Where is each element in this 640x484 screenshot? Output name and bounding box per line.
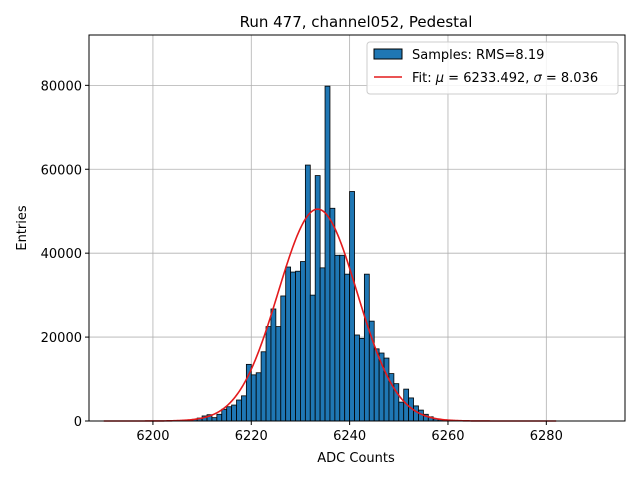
histogram-bar [250, 374, 257, 422]
y-tick-label: 40000 [41, 247, 82, 262]
histogram-bar [314, 175, 321, 422]
histogram-bar [285, 266, 292, 422]
y-tick-label: 60000 [41, 163, 82, 178]
histogram-bar [255, 372, 262, 422]
x-tick-label: 6200 [136, 429, 169, 444]
histogram-bar [295, 270, 301, 422]
legend-mu-symbol: μ [435, 71, 444, 86]
histogram-bar [221, 408, 228, 422]
x-tick-label: 6260 [431, 429, 464, 444]
legend-fit-prefix: Fit: [412, 71, 436, 86]
legend-samples-label: Samples: RMS=8.19 [412, 48, 544, 63]
histogram-bar [354, 334, 360, 422]
histogram-bar [363, 273, 370, 422]
plot-frame [88, 34, 626, 422]
histogram-bar [373, 348, 380, 422]
legend-mu-value: = 6233.492, [444, 71, 533, 86]
histogram-bar [324, 85, 331, 422]
legend-sigma-symbol: σ [534, 71, 543, 86]
histogram-bar [359, 337, 365, 422]
legend-box [366, 41, 619, 95]
legend-sigma-value: = 8.036 [542, 71, 598, 86]
y-axis-ticks: 0 20000 40000 60000 80000 [41, 79, 89, 430]
legend-samples-swatch [373, 48, 403, 60]
histogram-bar [334, 254, 341, 422]
histogram-bar [309, 294, 316, 422]
histogram-bar [211, 417, 218, 422]
x-tick-label: 6240 [333, 429, 366, 444]
legend-fit-label: Fit: μ = 6233.492, σ = 8.036 [412, 71, 598, 86]
chart-title: Run 477, channel052, Pedestal [240, 13, 473, 31]
histogram-bar [236, 399, 242, 422]
histogram-bar [383, 357, 390, 422]
x-tick-label: 6280 [530, 429, 563, 444]
x-axis-label: ADC Counts [317, 451, 395, 466]
y-tick-label: 0 [74, 415, 82, 430]
histogram-bar [329, 207, 336, 422]
histogram-bar [300, 261, 306, 422]
histogram-bar [304, 164, 311, 422]
histogram-bar [231, 404, 237, 422]
x-axis-ticks: 6200 6220 6240 6260 6280 [136, 421, 563, 444]
histogram-bar [290, 271, 296, 422]
y-axis-label: Entries [15, 205, 30, 251]
histogram-bar [241, 395, 247, 422]
histogram-bar [226, 406, 233, 422]
histogram-bar [216, 413, 223, 422]
histogram-bar [280, 295, 287, 422]
histogram-bar [265, 326, 272, 422]
histogram-bar [339, 254, 346, 422]
histogram-bar [413, 405, 419, 422]
x-tick-label: 6220 [235, 429, 268, 444]
y-tick-label: 80000 [41, 79, 82, 94]
histogram-bar [349, 191, 355, 422]
histogram-bar [398, 401, 405, 422]
legend: Samples: RMS=8.19 Fit: μ = 6233.492, σ =… [366, 41, 619, 95]
y-tick-label: 20000 [41, 331, 82, 346]
histogram-bar [275, 326, 282, 422]
histogram-bar [319, 267, 326, 422]
histogram-bar [260, 351, 267, 422]
histogram-bar [270, 308, 277, 422]
histogram-bar [344, 273, 351, 422]
